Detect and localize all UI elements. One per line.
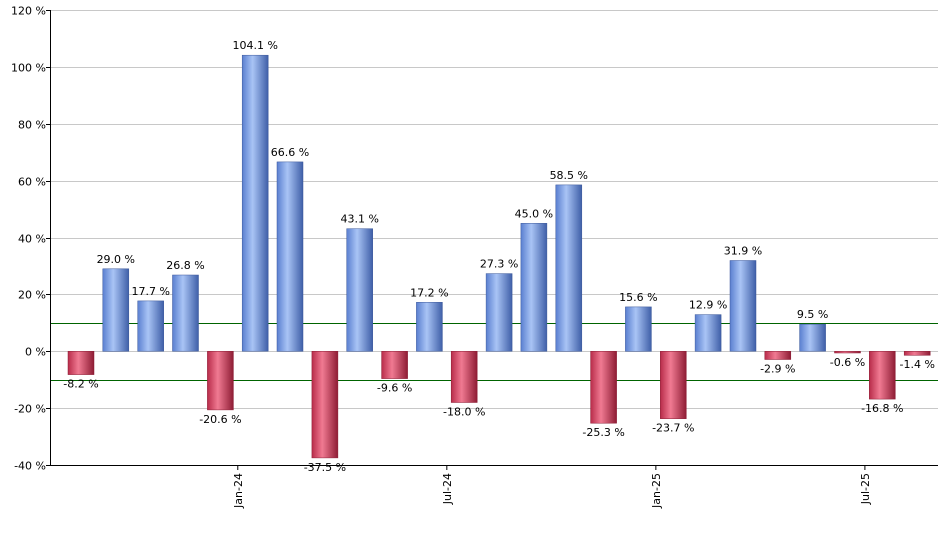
y-tick-label: 60 % (18, 176, 46, 189)
data-label: 17.2 % (410, 286, 448, 299)
bar (450, 351, 478, 403)
y-tick-label: 20 % (18, 289, 46, 302)
bar (172, 274, 199, 352)
data-label: 27.3 % (480, 258, 518, 271)
data-label: 17.7 % (131, 285, 169, 298)
data-label: -0.6 % (830, 356, 865, 369)
bar (520, 223, 548, 352)
data-label: -16.8 % (861, 402, 903, 415)
data-label: 31.9 % (724, 245, 762, 258)
bar (764, 351, 792, 360)
data-label: 43.1 % (340, 213, 378, 226)
x-tick-label: Jul-25 (859, 473, 872, 505)
data-label: 15.6 % (619, 291, 657, 304)
bar (485, 273, 513, 352)
data-label: -2.9 % (760, 363, 795, 376)
bar (869, 351, 896, 400)
data-label: -18.0 % (443, 405, 485, 418)
bar (67, 351, 95, 375)
data-labels: -8.2 % 29.0 % 17.7 % 26.8 % -20.6 % 104.1 % 66… (63, 39, 935, 474)
data-label: 29.0 % (97, 253, 135, 266)
data-label: -25.3 % (582, 426, 624, 439)
data-label: -20.6 % (199, 413, 241, 426)
data-label: -1.4 % (899, 358, 934, 371)
bar (416, 302, 443, 352)
y-tick-label: -20 % (14, 403, 46, 416)
data-label: -23.7 % (652, 422, 694, 435)
grid-lines (50, 10, 938, 466)
bar (102, 268, 130, 352)
data-label: -8.2 % (63, 378, 98, 391)
bar (903, 351, 931, 356)
bar (207, 351, 234, 411)
bar (311, 351, 339, 459)
data-label: -37.5 % (304, 461, 346, 474)
bar (729, 260, 757, 352)
bar (590, 351, 617, 424)
bar (381, 351, 408, 379)
bars (67, 54, 931, 459)
bar (346, 228, 373, 352)
y-tick-label: 0 % (25, 346, 46, 359)
data-label: 45.0 % (515, 207, 553, 220)
y-tick-label: 80 % (18, 119, 46, 132)
bar (834, 351, 861, 354)
bar (555, 184, 583, 352)
bar (241, 54, 269, 352)
data-label: 66.6 % (271, 146, 309, 159)
data-label: 12.9 % (689, 299, 727, 312)
data-label: 104.1 % (232, 39, 277, 52)
data-label: 9.5 % (797, 308, 828, 321)
bar (660, 351, 687, 419)
bar (694, 314, 722, 352)
y-tick-label: 40 % (18, 233, 46, 246)
data-label: 58.5 % (550, 169, 588, 182)
y-tick-label: -40 % (14, 460, 46, 473)
x-tick-label: Jan-24 (232, 473, 245, 509)
y-tick-label: 100 % (11, 62, 46, 75)
bar (799, 323, 826, 352)
bar (625, 306, 652, 352)
data-label: -9.6 % (377, 382, 412, 395)
data-label: 26.8 % (166, 259, 204, 272)
axes: -40 % -20 % 0 % 20 % 40 % 60 % 80 % 100 % 120 % J… (11, 5, 938, 509)
y-tick-label: 120 % (11, 5, 46, 18)
x-tick-label: Jan-25 (650, 473, 663, 509)
bar (276, 161, 304, 352)
bar (137, 300, 164, 352)
x-tick-label: Jul-24 (441, 473, 454, 505)
